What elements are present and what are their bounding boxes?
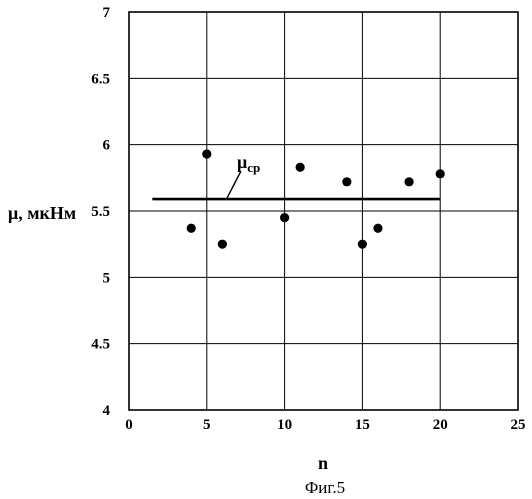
x-axis-label: n bbox=[318, 453, 328, 473]
x-tick-labels: 0 5 10 15 20 25 bbox=[125, 417, 525, 433]
y-axis-label: μ, мкНм bbox=[8, 203, 76, 223]
figure-caption: Фиг.5 bbox=[305, 478, 345, 497]
y-tick-label: 7 bbox=[103, 5, 111, 21]
y-tick-label: 6.5 bbox=[91, 71, 110, 87]
data-point-5 bbox=[342, 177, 351, 186]
data-point-0 bbox=[187, 224, 196, 233]
y-tick-label: 6 bbox=[103, 138, 111, 154]
data-point-7 bbox=[373, 224, 382, 233]
data-point-2 bbox=[218, 240, 227, 249]
x-tick-label: 15 bbox=[355, 417, 370, 433]
mean-line-label: μср bbox=[237, 152, 260, 175]
x-tick-label: 25 bbox=[511, 417, 526, 433]
mean-line-group: μср bbox=[152, 152, 440, 199]
data-point-8 bbox=[404, 177, 413, 186]
data-point-4 bbox=[296, 163, 305, 172]
data-point-9 bbox=[436, 169, 445, 178]
mean-label-leader bbox=[227, 171, 241, 198]
grid bbox=[129, 12, 518, 410]
y-tick-label: 5.5 bbox=[91, 204, 110, 220]
data-point-1 bbox=[202, 149, 211, 158]
data-point-3 bbox=[280, 213, 289, 222]
y-tick-label: 5 bbox=[103, 270, 111, 286]
y-tick-labels: 4 4.5 5 5.5 6 6.5 7 bbox=[91, 5, 110, 419]
data-point-6 bbox=[358, 240, 367, 249]
x-tick-label: 5 bbox=[203, 417, 211, 433]
y-tick-label: 4 bbox=[103, 403, 111, 419]
x-tick-label: 20 bbox=[433, 417, 448, 433]
x-tick-label: 10 bbox=[277, 417, 292, 433]
y-tick-label: 4.5 bbox=[91, 337, 110, 353]
x-tick-label: 0 bbox=[125, 417, 133, 433]
